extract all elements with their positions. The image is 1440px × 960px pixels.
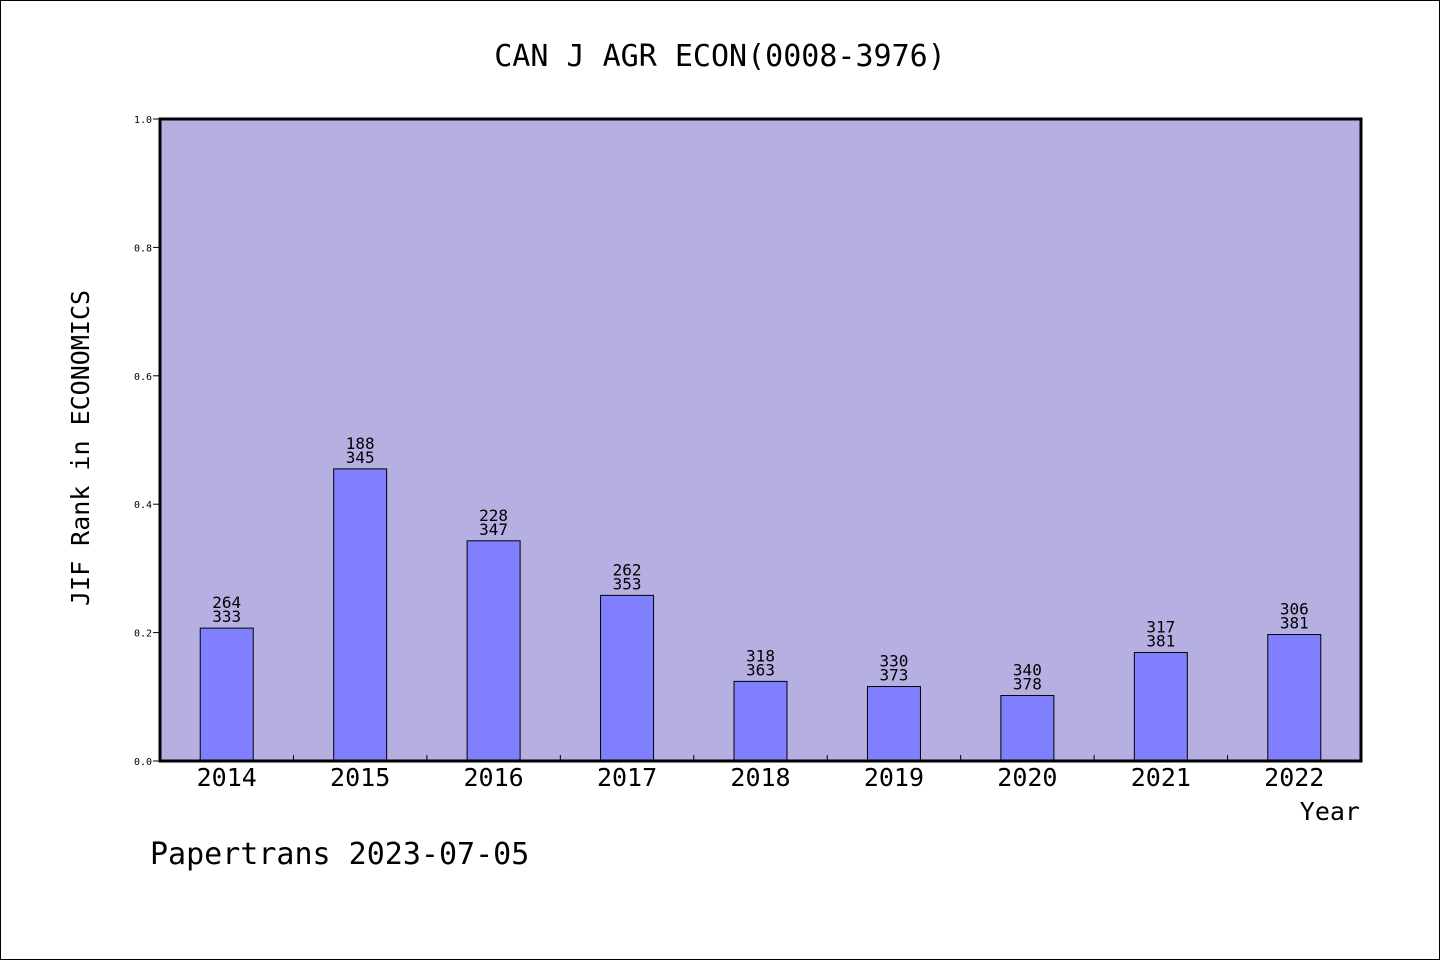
bar-total-label: 345	[346, 448, 375, 467]
bar-2019	[866, 686, 921, 762]
x-axis-ticks: 2014 2015 2016 2017 2018 2019 2020 2021 2022	[197, 755, 1324, 792]
y-tick-label: 0.4	[134, 500, 152, 511]
bar-total-label: 347	[479, 520, 508, 539]
y-tick-label: 0.2	[134, 629, 152, 640]
x-tick-label: 2019	[864, 763, 924, 792]
x-axis-label: Year	[1300, 797, 1360, 826]
bar-2018	[733, 680, 788, 762]
bar-rank-label: 330	[879, 652, 908, 671]
bar-2014	[199, 627, 254, 762]
x-tick-label: 2017	[597, 763, 657, 792]
bar-rank-label: 188	[346, 434, 375, 453]
plot-border	[158, 117, 1363, 763]
bar-total-label: 333	[212, 607, 241, 626]
bar-rank-label: 264	[212, 593, 241, 612]
bar-rank-label: 228	[479, 506, 508, 525]
y-tick-label: 1.0	[134, 115, 152, 126]
bar-total-label: 363	[746, 660, 775, 679]
bar-2021	[1133, 652, 1188, 762]
y-tick-label: 0.8	[134, 243, 152, 254]
x-tick-label: 2015	[330, 763, 390, 792]
y-axis-label: JIF Rank in ECONOMICS	[66, 290, 95, 606]
y-axis-ticks: 0.0 0.2 0.4 0.6 0.8 1.0	[134, 115, 160, 768]
x-tick-label: 2018	[730, 763, 790, 792]
bar-total-label: 373	[879, 666, 908, 685]
bar-rank-label: 318	[746, 646, 775, 665]
bar-2016	[466, 540, 521, 762]
y-tick-label: 0.0	[134, 757, 152, 768]
x-tick-label: 2021	[1131, 763, 1191, 792]
bar-rank-label: 262	[613, 560, 642, 579]
bars-group	[199, 468, 1322, 762]
chart-title: CAN J AGR ECON(0008-3976)	[494, 39, 946, 74]
x-tick-label: 2016	[464, 763, 524, 792]
y-tick-label: 0.6	[134, 372, 152, 383]
x-tick-label: 2020	[997, 763, 1057, 792]
x-tick-label: 2022	[1264, 763, 1324, 792]
footer-credit: Papertrans 2023-07-05	[150, 837, 529, 872]
bar-rank-label: 340	[1013, 661, 1042, 680]
bar-rank-label: 317	[1146, 618, 1175, 637]
bar-total-label: 353	[613, 574, 642, 593]
bar-rank-label: 306	[1280, 600, 1309, 619]
bar-2020	[1000, 695, 1055, 762]
bar-2022	[1267, 634, 1322, 762]
bar-2017	[600, 594, 655, 762]
bar-total-label: 378	[1013, 675, 1042, 694]
x-tick-label: 2014	[197, 763, 257, 792]
bar-total-label: 381	[1146, 632, 1175, 651]
bar-total-label: 381	[1280, 614, 1309, 633]
bar-2015	[333, 468, 388, 762]
